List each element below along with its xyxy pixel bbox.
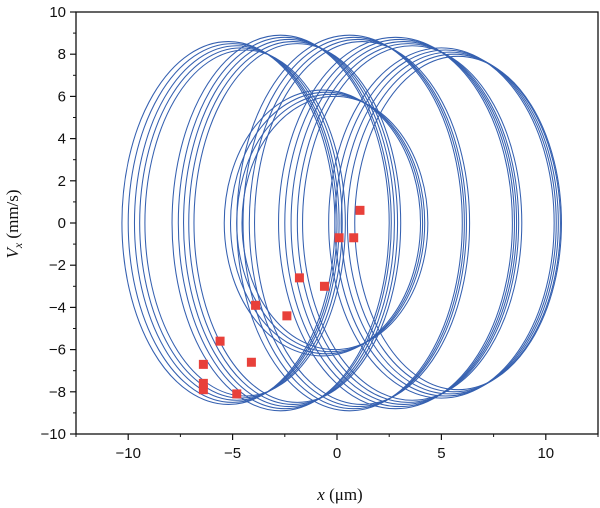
orbit-ellipse-20 [290,41,518,405]
orbit-ellipse-8 [188,41,399,405]
y-tick-label-9: 8 [58,46,66,63]
poincare-point-3 [294,273,304,283]
poincare-point-8 [246,357,256,367]
poincare-point-5 [251,300,261,310]
y-tick-label-7: 4 [58,131,66,148]
poincare-point-4 [319,281,329,291]
poincare-point-11 [198,385,208,395]
x-axis: −10 −5 0 5 10 [75,434,599,462]
orbit-ellipse-22 [302,45,523,401]
orbit-series [121,34,562,412]
x-axis-title-unit: (μm) [325,485,363,504]
orbit-ellipse-7 [183,38,395,408]
x-tick-label-3: 5 [437,445,445,462]
orbit-ellipse-26 [346,53,561,393]
y-tick-label-4: −2 [49,257,66,274]
orbit-ellipse-23 [328,47,555,399]
orbit-ellipse-11 [229,91,424,355]
poincare-point-1 [334,233,344,243]
poincare-point-7 [215,336,225,346]
orbit-ellipse-10 [223,89,422,357]
y-tick-label-10: 10 [49,4,66,21]
y-tick-label-5: 0 [58,215,66,232]
orbit-ellipse-16 [248,38,467,408]
x-tick-label-2: 0 [333,445,341,462]
orbit-ellipse-5 [171,34,390,412]
orbit-ellipse-2 [133,45,340,401]
orbit-ellipse-9 [193,43,402,403]
poincare-point-12 [232,389,242,399]
orbit-ellipse-19 [284,38,516,408]
y-tick-label-1: −8 [49,384,66,401]
poincare-markers [198,205,365,399]
poincare-point-10 [198,378,208,388]
y-tick-label-6: 2 [58,173,66,190]
poincare-point-2 [349,233,359,243]
y-axis-title-var: V [3,246,22,259]
y-tick-label-2: −6 [49,342,66,359]
poincare-point-6 [282,311,292,321]
y-tick-label-3: −4 [49,299,66,316]
orbit-ellipse-21 [296,43,520,403]
orbit-ellipse-6 [177,36,392,410]
orbit-ellipse-15 [242,36,465,410]
orbit-ellipse-17 [254,41,471,405]
orbit-ellipse-18 [278,36,513,410]
orbit-ellipse-1 [127,43,338,403]
orbit-ellipse-24 [334,49,557,397]
x-axis-title-var: x [316,485,325,504]
orbit-ellipse-25 [340,51,559,395]
x-tick-label-0: −10 [115,445,140,462]
y-axis-title-sub: x [11,242,25,249]
y-axis: −10 −8 −6 −4 −2 0 2 4 6 8 10 [41,4,76,443]
poincare-point-9 [198,359,208,369]
y-axis-title-unit: (mm/s) [3,189,22,242]
poincare-point-0 [355,205,365,215]
orbit-ellipse-14 [236,34,463,412]
orbit-ellipse-4 [144,49,346,397]
y-tick-label-8: 6 [58,88,66,105]
x-axis-title: x (μm) [316,485,362,504]
x-tick-label-1: −5 [224,445,241,462]
x-tick-label-4: 10 [537,445,554,462]
y-axis-title: Vx (mm/s) [3,189,25,258]
y-tick-label-0: −10 [41,426,66,443]
orbit-ellipse-27 [354,55,562,391]
